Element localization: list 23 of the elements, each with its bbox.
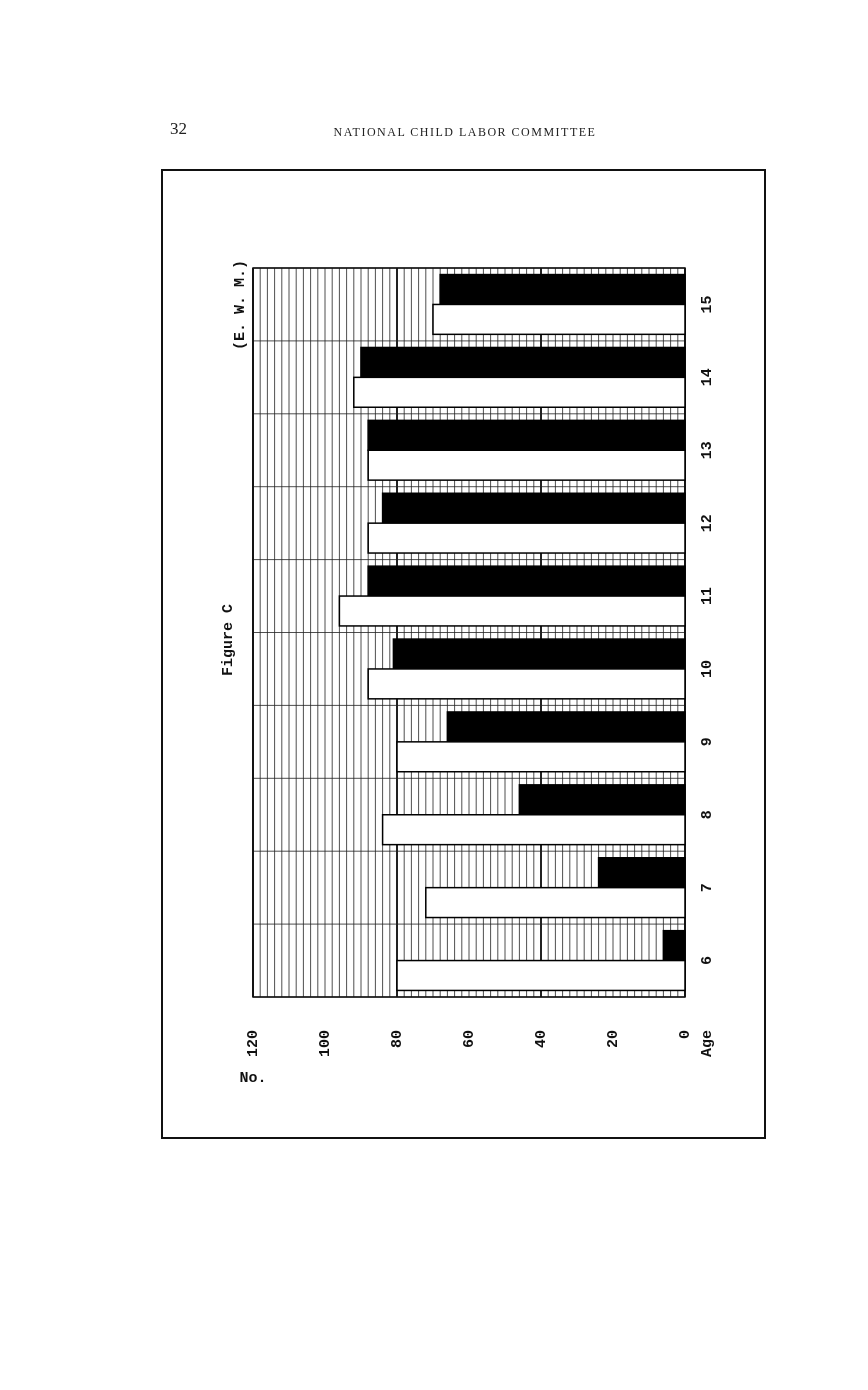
x-tick-label: 80: [388, 1030, 406, 1049]
y-tick-label: 11: [698, 587, 716, 606]
x-tick-label: 40: [532, 1030, 550, 1049]
text: 32: [170, 119, 187, 138]
text: (E. W. M.): [231, 259, 249, 351]
x-axis-title: No.: [239, 1070, 267, 1087]
y-tick-label: 13: [698, 441, 716, 460]
y-axis-title: Age: [698, 1030, 716, 1058]
y-tick-label: 9: [698, 737, 716, 747]
x-tick-label: 20: [604, 1030, 622, 1049]
x-tick-label: 60: [460, 1030, 478, 1049]
y-tick-label: 14: [698, 368, 716, 387]
y-tick-label: 15: [698, 295, 716, 314]
y-tick-label: 6: [698, 956, 716, 966]
y-tick-label: 12: [698, 514, 716, 533]
x-tick-label: 120: [244, 1030, 262, 1058]
y-tick-label: 7: [698, 883, 716, 893]
text: NATIONAL CHILD LABOR COMMITTEE: [333, 125, 597, 139]
y-tick-label: 8: [698, 810, 716, 820]
x-tick-label: 0: [676, 1030, 694, 1040]
y-tick-label: 10: [698, 659, 716, 678]
text: Figure C: [219, 603, 237, 677]
x-tick-label: 100: [316, 1030, 334, 1058]
